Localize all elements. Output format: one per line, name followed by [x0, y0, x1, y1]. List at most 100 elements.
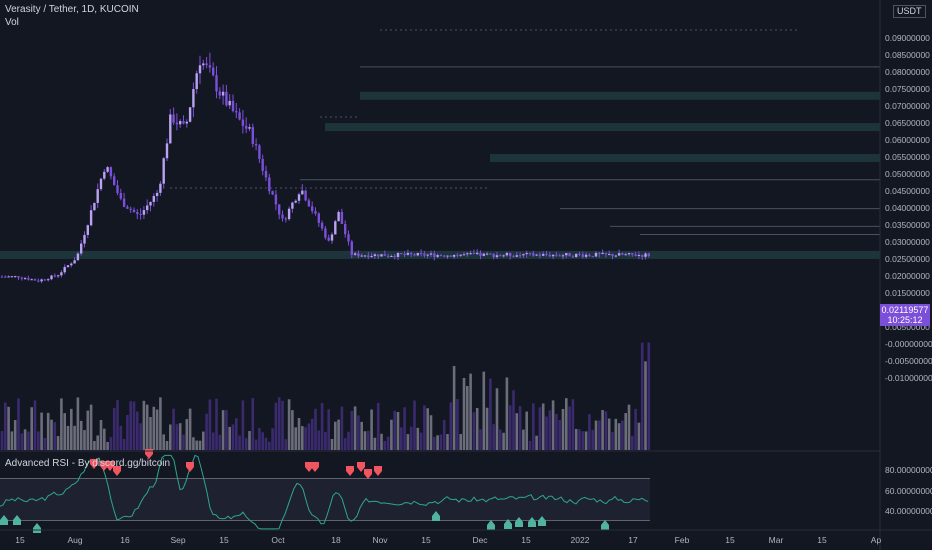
candle-body [155, 192, 159, 196]
volume-bar [178, 423, 182, 450]
candle-body [330, 234, 334, 241]
candle-body [212, 67, 215, 76]
candle-body [347, 234, 350, 242]
time-tick-label: Mar [769, 535, 784, 545]
candle-body [588, 254, 591, 257]
volume-bar [627, 404, 631, 450]
volume-bar [419, 432, 423, 450]
volume-bar [508, 405, 512, 450]
volume-bar [86, 410, 90, 450]
candle-body [532, 253, 535, 256]
candle-body [175, 122, 179, 125]
volume-bar [4, 402, 7, 450]
volume-bar [373, 437, 377, 450]
currency-label[interactable]: USDT [893, 5, 926, 18]
volume-bar [482, 371, 486, 450]
volume-bar [380, 433, 383, 450]
volume-bar [241, 400, 245, 450]
candle-body [106, 167, 109, 172]
volume-bar [594, 420, 598, 450]
volume-bar [439, 434, 443, 450]
volume-bar [462, 377, 466, 450]
candle-body [545, 253, 548, 255]
candle-body [499, 255, 502, 257]
volume-bar [565, 398, 568, 450]
volume-bar [611, 431, 614, 450]
volume-bar [79, 420, 83, 450]
volume-bar [571, 399, 575, 450]
volume-bar [591, 429, 594, 450]
volume-bar [357, 415, 360, 450]
volume-bar [390, 419, 393, 450]
candle-body [476, 252, 479, 255]
volume-bar [413, 400, 416, 450]
candle-body [103, 171, 106, 179]
candle-body [10, 276, 14, 278]
volume-bar [261, 432, 264, 450]
volume-bar [426, 408, 429, 450]
candle-body [502, 255, 505, 257]
volume-bar [264, 437, 268, 450]
candle-body [350, 241, 353, 255]
candle-body [377, 254, 380, 257]
volume-bar [63, 413, 66, 450]
candle-body [188, 107, 192, 122]
price-tick-label: 0.05500000 [885, 152, 930, 162]
candle-body [228, 100, 231, 106]
volume-bar [538, 407, 542, 450]
volume-bar [307, 423, 311, 450]
volume-bar [456, 399, 459, 450]
bullish-signal-icon [504, 519, 512, 529]
candle-body [443, 255, 446, 257]
volume-bar [518, 406, 522, 450]
volume-bar [581, 431, 585, 450]
price-tick-label: 0.03500000 [885, 220, 930, 230]
volume-bar [76, 397, 80, 450]
candle-body [320, 222, 324, 229]
bearish-signal-icon [90, 459, 98, 469]
volume-bar [182, 434, 185, 450]
bullish-signal-icon [538, 516, 546, 526]
volume-bar [644, 361, 647, 450]
candle-body [518, 255, 522, 257]
volume-bar [386, 436, 390, 450]
volume-bar [578, 429, 581, 450]
volume-bar [17, 398, 20, 450]
candle-body [251, 127, 254, 144]
rsi-line [0, 454, 649, 530]
candle-body [30, 279, 33, 281]
volume-bar [512, 390, 515, 450]
volume-bar [314, 408, 317, 450]
price-tick-label: 0.02500000 [885, 254, 930, 264]
volume-bar [152, 406, 156, 450]
candle-body [617, 253, 621, 256]
candle-body [185, 121, 188, 124]
candle-body [522, 254, 525, 256]
candle-body [169, 114, 172, 144]
volume-bar [228, 426, 231, 450]
price-tick-label: -0.00500000 [885, 356, 932, 366]
candle-body [584, 254, 588, 257]
candle-body [238, 112, 241, 120]
candle-body [360, 255, 363, 257]
candle-body [136, 212, 139, 214]
candle-body [509, 252, 512, 257]
volume-bar [310, 418, 314, 450]
candle-body [505, 252, 509, 256]
volume-bar [66, 425, 70, 450]
candle-body [370, 256, 373, 258]
candle-body [578, 253, 581, 255]
time-tick-label: Feb [675, 535, 690, 545]
volume-bar [475, 407, 479, 450]
time-tick-label: 15 [521, 535, 531, 545]
volume-bar [202, 431, 205, 450]
volume-bar [472, 412, 476, 450]
support-zones [0, 91, 880, 259]
candle-body [528, 253, 532, 255]
volume-bar [489, 378, 492, 450]
candle-body [525, 253, 528, 255]
candle-body [634, 254, 637, 256]
volume-bar [469, 373, 472, 450]
candle-body [23, 278, 27, 280]
